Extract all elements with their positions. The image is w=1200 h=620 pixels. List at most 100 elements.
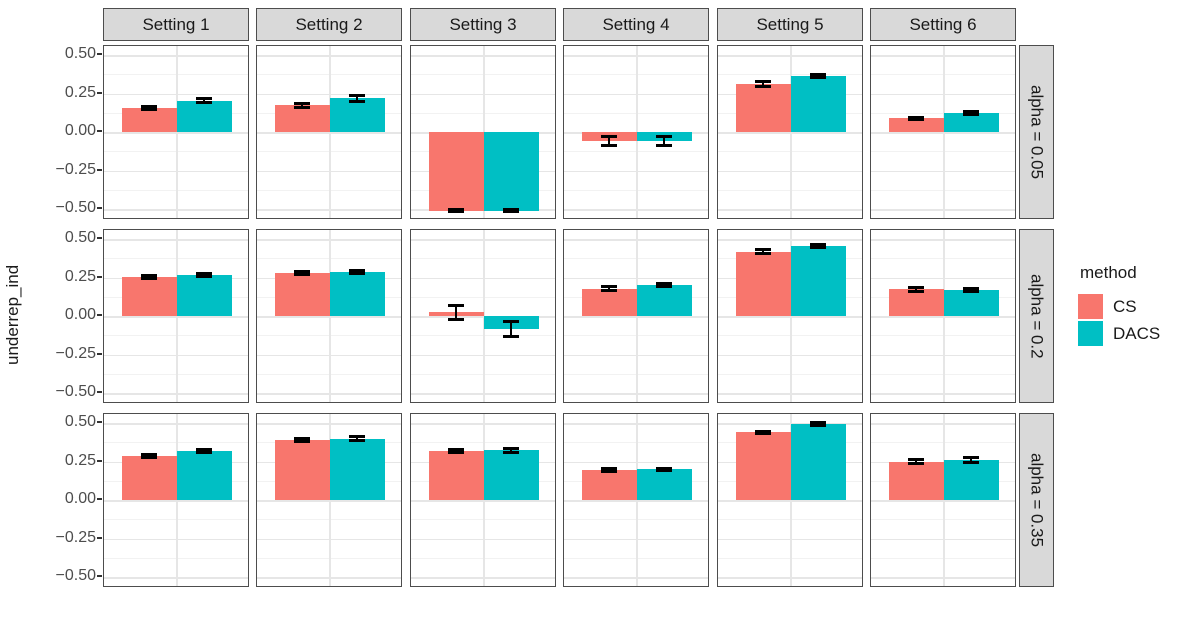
error-bar-cap-top <box>601 467 617 471</box>
major-gridline <box>411 239 555 241</box>
major-gridline <box>257 393 401 395</box>
major-gridline <box>257 170 401 173</box>
error-bar-cap-bottom <box>908 118 924 122</box>
error-bar-cap-top <box>196 271 212 275</box>
error-bar-cap-bottom <box>196 450 212 454</box>
error-bar-cap-bottom <box>908 462 924 466</box>
error-bar-cap-top <box>196 448 212 452</box>
major-gridline <box>411 354 555 357</box>
facet-panel <box>410 45 556 219</box>
error-bar-cap-top <box>908 458 924 462</box>
bar-cs <box>121 276 177 317</box>
error-bar-line <box>203 273 205 277</box>
error-bar-cap-top <box>141 105 157 109</box>
major-gridline <box>104 209 248 211</box>
facet-panel <box>717 413 863 587</box>
minor-gridline <box>718 74 862 76</box>
bar-dacs <box>636 284 692 317</box>
bar-dacs <box>483 450 539 501</box>
facet-panel <box>717 229 863 403</box>
error-bar-cap-bottom <box>349 99 365 103</box>
error-bar-cap-top <box>656 466 672 470</box>
legend-swatch-dacs <box>1078 321 1103 346</box>
facet-panel <box>103 229 249 403</box>
y-tick-label: −0.25 <box>55 528 96 546</box>
major-gridline <box>564 500 708 502</box>
minor-gridline <box>104 442 248 444</box>
major-gridline <box>564 354 708 357</box>
error-bar-line <box>762 249 764 254</box>
error-bar-line <box>663 136 665 146</box>
minor-gridline <box>104 335 248 337</box>
major-gridline <box>104 55 248 57</box>
major-gridline <box>718 538 862 541</box>
bar-dacs <box>943 290 999 317</box>
error-bar-cap-top <box>963 456 979 460</box>
facet-panel <box>103 413 249 587</box>
error-bar-cap-top <box>448 447 464 451</box>
facet-panel <box>563 45 709 219</box>
legend-items: CS DACS <box>1078 294 1160 346</box>
bar-cs <box>274 440 330 501</box>
minor-gridline <box>564 189 708 191</box>
y-tick-mark <box>97 314 102 317</box>
facet-panel <box>256 45 402 219</box>
major-gridline <box>411 55 555 57</box>
major-gridline <box>718 209 862 211</box>
minor-gridline <box>871 74 1015 76</box>
major-gridline <box>718 170 862 173</box>
error-bar-line <box>510 448 512 453</box>
error-bar-line <box>455 449 457 453</box>
major-gridline <box>411 538 555 541</box>
minor-gridline <box>411 557 555 559</box>
major-gridline <box>104 132 248 134</box>
bar-dacs <box>329 438 385 501</box>
bar-cs <box>888 461 944 501</box>
bar-dacs <box>943 460 999 501</box>
error-bar-line <box>301 103 303 108</box>
y-tick-mark <box>97 91 102 94</box>
y-tick-mark <box>97 275 102 278</box>
minor-gridline <box>564 557 708 559</box>
bar-cs <box>735 83 791 133</box>
major-gridline <box>718 239 862 241</box>
error-bar-cap-top <box>656 281 672 285</box>
minor-gridline <box>564 74 708 76</box>
minor-gridline <box>564 335 708 337</box>
y-tick-mark <box>97 536 102 539</box>
facet-panel <box>870 229 1016 403</box>
bar-dacs <box>483 132 539 211</box>
major-gridline <box>871 577 1015 579</box>
major-gridline <box>411 277 555 280</box>
minor-gridline <box>718 373 862 375</box>
error-bar-cap-top <box>963 109 979 113</box>
legend-item-cs: CS <box>1078 294 1160 319</box>
error-bar-cap-top <box>908 115 924 119</box>
error-bar-cap-top <box>349 269 365 273</box>
major-gridline <box>871 93 1015 96</box>
error-bar-cap-bottom <box>448 451 464 455</box>
major-gridline <box>104 354 248 357</box>
error-bar-cap-bottom <box>656 143 672 147</box>
minor-gridline <box>411 74 555 76</box>
major-gridline <box>257 132 401 134</box>
error-bar-cap-top <box>349 93 365 97</box>
facet-column-strip: Setting 2 <box>256 8 402 41</box>
legend: method CS DACS <box>1078 263 1160 348</box>
error-bar-cap-top <box>503 208 519 212</box>
error-bar-cap-bottom <box>601 469 617 473</box>
error-bar-cap-bottom <box>810 76 826 80</box>
error-bar-cap-bottom <box>141 456 157 460</box>
facet-column-strip: Setting 6 <box>870 8 1016 41</box>
error-bar-cap-top <box>656 134 672 138</box>
facet-row-strip: alpha = 0.05 <box>1019 45 1054 219</box>
error-bar-cap-top <box>908 285 924 289</box>
error-bar-cap-bottom <box>810 246 826 250</box>
error-bar-cap-bottom <box>755 432 771 436</box>
minor-gridline <box>411 258 555 260</box>
major-gridline <box>718 55 862 57</box>
minor-gridline <box>411 519 555 521</box>
error-bar-cap-bottom <box>908 289 924 293</box>
major-gridline <box>257 423 401 425</box>
major-gridline <box>104 423 248 425</box>
